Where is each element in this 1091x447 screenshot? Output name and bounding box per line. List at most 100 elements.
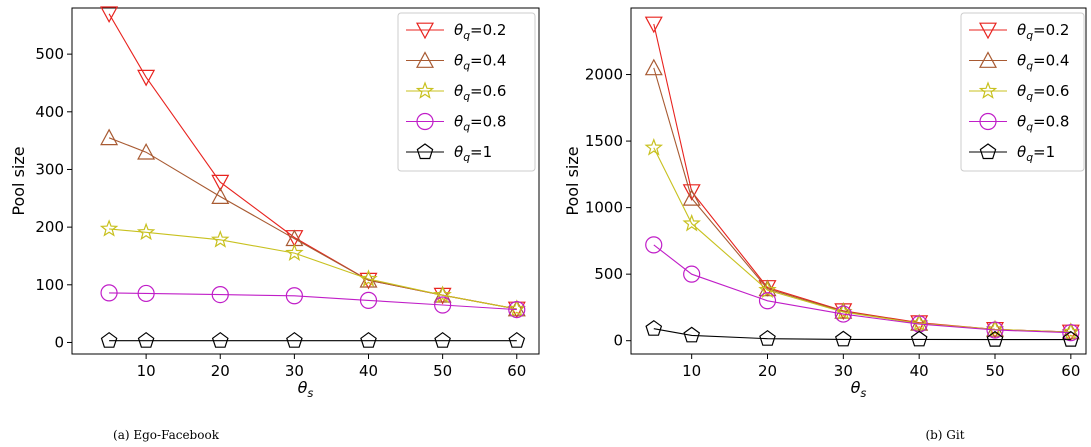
data-point [644, 137, 664, 156]
data-point [683, 326, 701, 343]
y-tick-label: 100 [35, 276, 64, 294]
data-point [286, 331, 303, 348]
data-point [682, 184, 701, 201]
legend: θq=0.2 θq=0.4 θq=0.6 θq=0.8 θq=1 [960, 12, 1085, 172]
data-point [100, 284, 118, 302]
data-point [834, 305, 852, 323]
y-tick-label: 400 [35, 103, 64, 121]
x-tick-label: 30 [285, 362, 304, 380]
legend-label: θq=0.4 [1017, 52, 1069, 73]
legend-label: θq=0.2 [454, 21, 506, 42]
series-2 [644, 137, 1081, 340]
data-point [986, 321, 1004, 339]
x-tick-label: 30 [834, 362, 853, 380]
series-line [109, 292, 517, 311]
y-tick-label: 300 [35, 160, 64, 178]
x-tick-label: 40 [359, 362, 378, 380]
y-axis-label: Pool size [9, 146, 28, 215]
x-axis-label: θs [851, 378, 867, 400]
data-point [100, 128, 119, 146]
legend-marker [415, 81, 435, 99]
legend-marker [979, 112, 997, 131]
chart-a: 0 100 200 300 400 500 10 20 30 40 50 60 Pool size θs (… [9, 6, 540, 442]
x-tick-label: 20 [211, 362, 230, 380]
data-point [682, 213, 701, 232]
x-tick-label: 40 [910, 362, 929, 380]
series-4 [100, 331, 526, 348]
legend-label: θq=0.6 [454, 82, 506, 103]
data-point [137, 331, 155, 348]
legend-box [960, 12, 1085, 172]
data-point [985, 319, 1005, 338]
series-line [109, 228, 517, 310]
data-point [434, 296, 452, 314]
data-point [683, 265, 701, 283]
legend-marker [416, 112, 434, 131]
series-3 [645, 236, 1080, 342]
data-point [137, 69, 156, 87]
data-point [507, 299, 527, 317]
data-point [758, 292, 777, 310]
data-point [211, 331, 229, 348]
y-axis-label: Pool size [563, 146, 582, 215]
x-tick-label: 10 [682, 362, 701, 380]
x-tick-label: 20 [758, 362, 777, 380]
legend-label: θq=0.8 [454, 113, 506, 134]
data-point [211, 174, 230, 192]
data-point [136, 222, 156, 241]
y-tick-label: 1000 [585, 199, 623, 217]
data-point [210, 230, 230, 248]
data-point [359, 269, 378, 287]
data-point [100, 331, 118, 348]
data-point [682, 189, 701, 206]
data-point [137, 142, 156, 160]
data-point [137, 284, 155, 303]
data-point [645, 236, 663, 254]
data-point [99, 219, 119, 237]
legend-marker [415, 22, 435, 40]
data-point [508, 300, 526, 319]
data-point [211, 286, 229, 304]
data-point [433, 285, 452, 304]
x-tick-label: 10 [137, 362, 156, 380]
data-point [285, 243, 304, 262]
y-tick-label: 200 [35, 218, 64, 236]
figure-caption: (a) Ego-Facebook [113, 428, 220, 442]
data-point [909, 313, 929, 332]
data-point [100, 6, 119, 24]
legend-marker [415, 51, 435, 68]
data-point [359, 291, 378, 309]
legend-label: θq=0.4 [454, 52, 506, 73]
data-point [1062, 330, 1080, 347]
legend-label: θq=0.8 [1017, 113, 1069, 134]
data-point [910, 330, 928, 347]
legend-label: θq=0.6 [1017, 82, 1069, 103]
legend-label: θq=1 [1017, 143, 1055, 164]
y-tick-label: 2000 [585, 66, 623, 84]
data-point [834, 330, 852, 347]
data-point [508, 331, 526, 348]
legend-marker [416, 143, 434, 160]
series-2 [99, 219, 527, 317]
data-point [834, 302, 853, 321]
data-point [758, 280, 777, 298]
series-line [653, 244, 1071, 334]
x-tick-label: 60 [1061, 362, 1080, 380]
data-point [1062, 324, 1080, 342]
legend-marker [978, 81, 998, 99]
y-tick-label: 500 [35, 45, 64, 63]
series-3 [100, 284, 526, 319]
data-point [1061, 322, 1081, 340]
legend-marker [978, 22, 998, 40]
series-line [653, 147, 1071, 333]
data-point [211, 187, 230, 204]
data-point [645, 319, 663, 336]
y-tick-label: 0 [54, 333, 64, 351]
plot-frame [71, 7, 540, 355]
data-point [759, 329, 776, 346]
data-point [644, 16, 663, 34]
series-line [653, 328, 1071, 341]
x-tick-label: 60 [507, 362, 526, 380]
y-tick-label: 500 [594, 265, 623, 283]
y-tick-label: 1500 [585, 132, 623, 150]
